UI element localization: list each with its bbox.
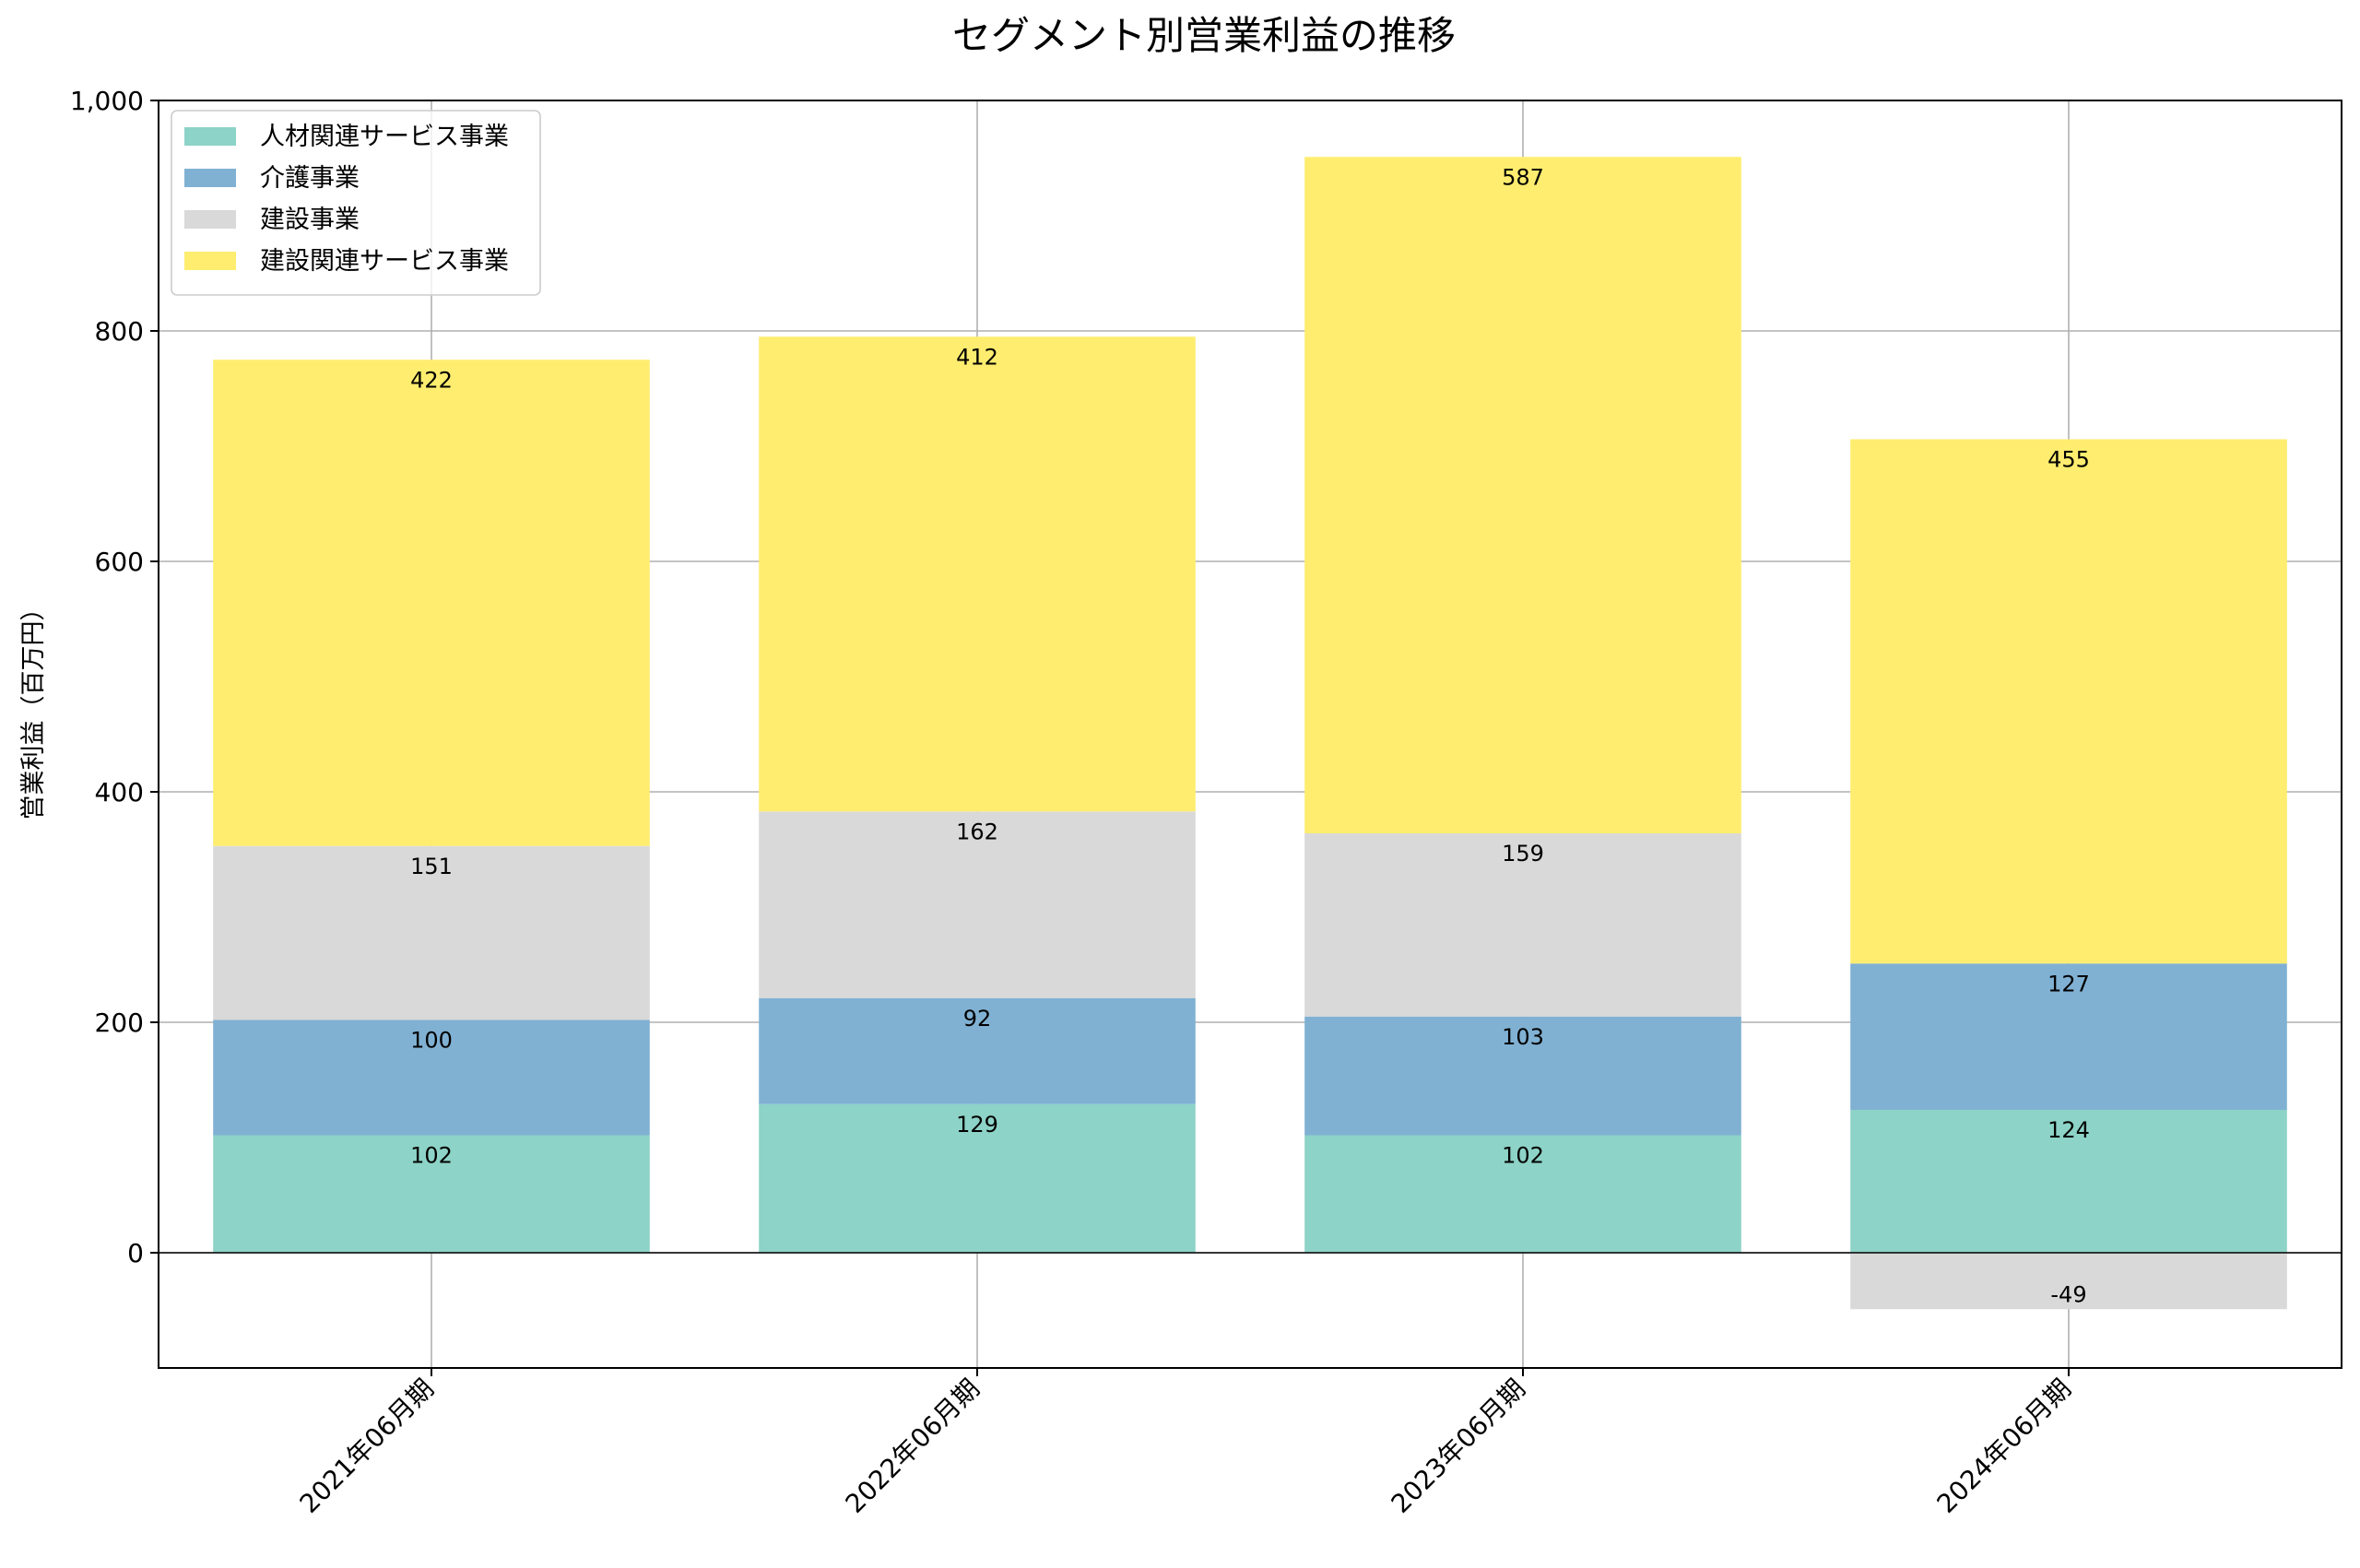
data-label: 127 <box>2047 971 2090 996</box>
x-tick-label: 2022年06月期 <box>840 1373 985 1519</box>
bar-segment-1 <box>1850 1110 2287 1253</box>
data-label: 422 <box>410 367 453 393</box>
plot-frame <box>158 100 2342 1369</box>
x-tick-label: 2024年06月期 <box>1931 1373 2077 1519</box>
bar-segment-3 <box>213 845 650 1020</box>
data-label: 162 <box>956 819 998 844</box>
y-tick-label: 600 <box>95 547 144 577</box>
data-label: 159 <box>1502 841 1544 867</box>
data-label: 455 <box>2047 447 2090 473</box>
bar-segments <box>213 157 2287 1310</box>
data-label: 102 <box>1502 1143 1544 1169</box>
y-tick-label: 1,000 <box>70 86 144 116</box>
data-label: 92 <box>963 1006 992 1032</box>
data-label: 100 <box>410 1028 453 1054</box>
legend-swatch <box>184 169 236 187</box>
legend-swatch <box>184 252 236 270</box>
bar-segment-1 <box>213 1135 650 1253</box>
bar-segment-4 <box>1304 157 1741 833</box>
y-tick-label: 0 <box>127 1238 144 1268</box>
data-label: 412 <box>956 344 998 370</box>
data-label: -49 <box>2050 1281 2086 1307</box>
legend-swatch <box>184 210 236 229</box>
bar-segment-3 <box>1850 1253 2287 1310</box>
y-axis-label: 営業利益（百万円） <box>19 596 48 820</box>
bar-segment-3 <box>1304 833 1741 1017</box>
x-tick-label: 2023年06月期 <box>1386 1373 1531 1519</box>
x-tick-label: 2021年06月期 <box>294 1373 440 1519</box>
bar-segment-3 <box>759 811 1196 998</box>
bar-segment-2 <box>759 997 1196 1104</box>
bar-segment-2 <box>213 1020 650 1136</box>
bar-segment-1 <box>759 1103 1196 1253</box>
bar-segment-2 <box>1304 1016 1741 1136</box>
data-label: 151 <box>410 854 453 879</box>
y-tick-label: 400 <box>95 777 144 808</box>
y-tick-label: 200 <box>95 1008 144 1038</box>
y-tick-label: 800 <box>95 316 144 347</box>
bar-segment-1 <box>1304 1135 1741 1253</box>
legend-box <box>171 110 541 296</box>
data-label: 129 <box>956 1112 998 1138</box>
bar-segment-2 <box>1850 963 2287 1110</box>
legend-swatch <box>184 127 236 146</box>
bar-segment-4 <box>759 336 1196 812</box>
legend-label: 人材関連サービス事業 <box>260 123 509 151</box>
data-label: 102 <box>410 1143 453 1169</box>
bar-segment-4 <box>1850 439 2287 964</box>
legend-label: 建設関連サービス事業 <box>260 247 509 276</box>
chart-title: セグメント別営業利益の推移 <box>952 13 1456 58</box>
data-label: 587 <box>1502 164 1544 190</box>
legend-label: 建設事業 <box>260 206 360 234</box>
legend-label: 介護事業 <box>260 164 360 193</box>
data-label: 103 <box>1502 1024 1544 1050</box>
bar-segment-4 <box>213 360 650 846</box>
data-labels: 102 129 102 124 100 92 103 127 151 162 159 -49 422 41… <box>410 164 2090 1307</box>
data-label: 124 <box>2047 1117 2090 1143</box>
